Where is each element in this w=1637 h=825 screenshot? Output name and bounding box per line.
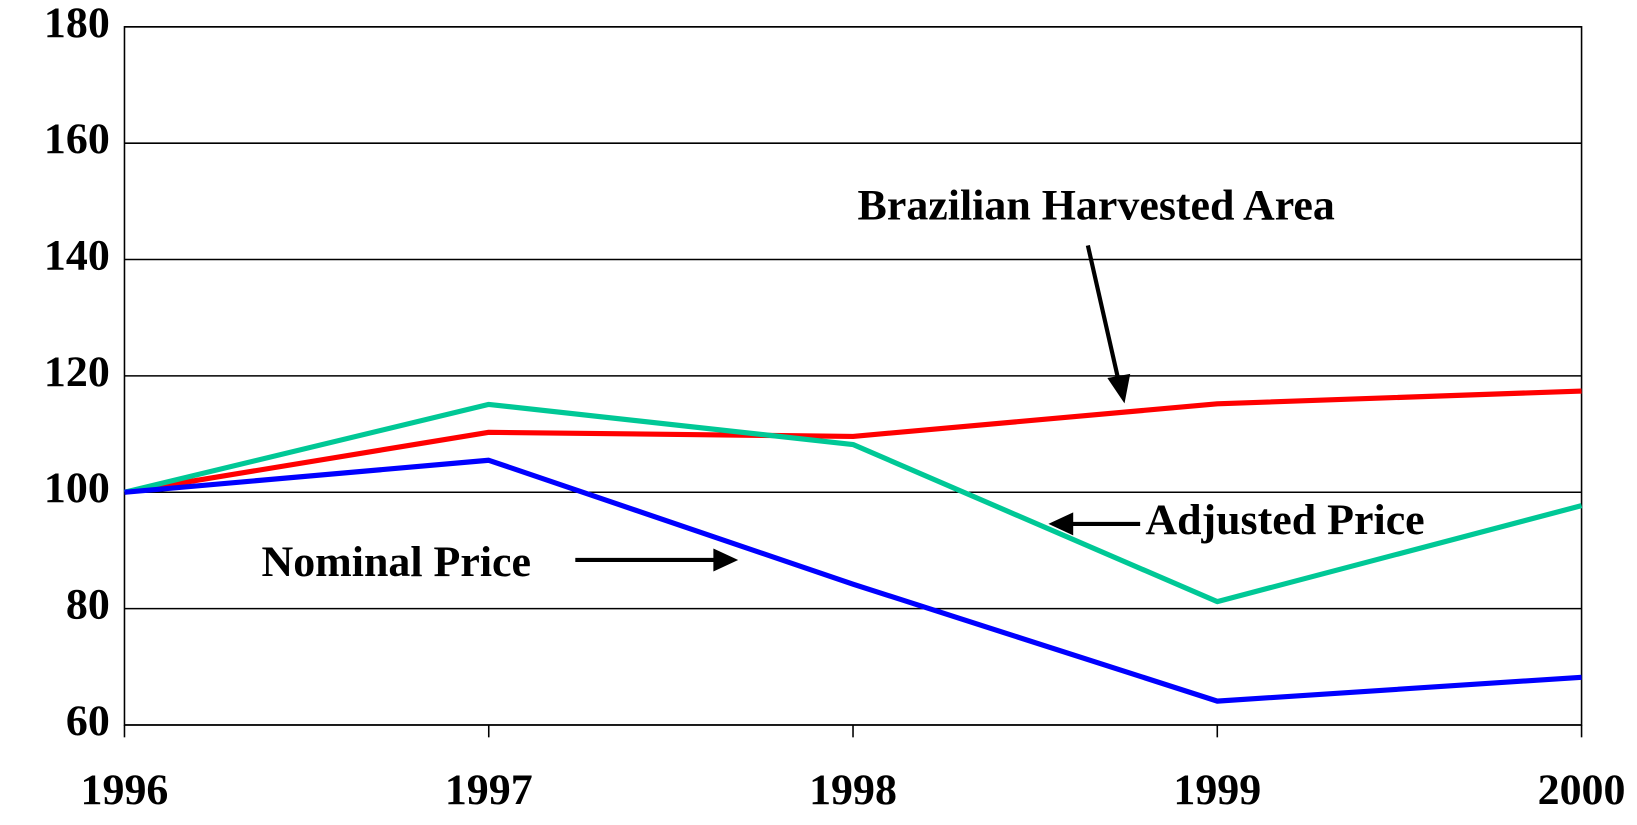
y-tick-label: 140 bbox=[44, 232, 110, 280]
y-tick-label: 100 bbox=[44, 464, 110, 512]
y-tick-label: 180 bbox=[44, 0, 110, 47]
arrowhead bbox=[713, 548, 739, 572]
series-line bbox=[124, 457, 1582, 704]
series-label: Adjusted Price bbox=[1145, 496, 1424, 544]
arrowhead bbox=[1048, 512, 1074, 536]
annotation-arrows bbox=[575, 244, 1141, 572]
y-tick-label: 60 bbox=[66, 697, 110, 745]
y-tick-label: 120 bbox=[44, 348, 110, 396]
y-tick-label: 80 bbox=[66, 581, 110, 629]
x-tick-label: 1996 bbox=[81, 766, 169, 814]
series-line bbox=[123, 401, 1583, 605]
arrow bbox=[1085, 244, 1122, 385]
x-tick-label: 1999 bbox=[1173, 766, 1261, 814]
series-line bbox=[124, 388, 1582, 495]
arrowhead bbox=[1107, 373, 1131, 404]
series-label: Nominal Price bbox=[262, 538, 532, 586]
y-tick-label: 160 bbox=[44, 115, 110, 163]
x-tick-label: 2000 bbox=[1538, 766, 1626, 814]
x-tick-label: 1997 bbox=[445, 766, 533, 814]
x-tick-label: 1998 bbox=[809, 766, 897, 814]
series-label: Brazilian Harvested Area bbox=[858, 182, 1336, 230]
